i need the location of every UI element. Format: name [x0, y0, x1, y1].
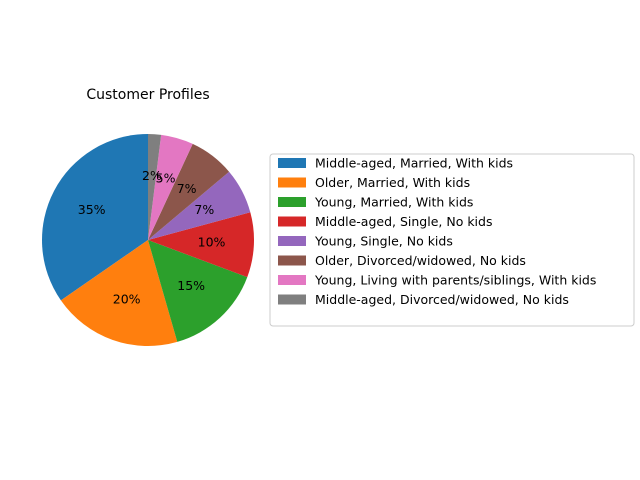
pie-slices [42, 134, 255, 346]
pie-slice-middle-aged-single-no-kids [148, 212, 255, 278]
legend-swatch-middle-aged-divorced-widowed-no-kids [278, 294, 306, 305]
pie-slice-middle-aged-married-with-kids [42, 134, 149, 301]
pie-slice-young-married-with-kids [148, 240, 248, 342]
pie-slice-older-married-with-kids [60, 240, 178, 346]
pie-percent-labels: 35%20%15%10%7%7%5%2% [78, 168, 226, 306]
legend-swatch-middle-aged-married-with-kids [278, 158, 306, 168]
pie-percent-label-older-married-with-kids: 20% [113, 291, 141, 306]
legend-swatch-young-married-with-kids [278, 197, 306, 207]
legend-label-young-living-with-parents-siblings-with-kids: Young, Living with parents/siblings, Wit… [314, 273, 596, 288]
pie-percent-label-young-married-with-kids: 15% [177, 278, 205, 293]
pie-percent-label-young-living-with-parents-siblings-with-kids: 5% [156, 170, 176, 185]
chart-title: Customer Profiles [86, 87, 209, 103]
legend: Middle-aged, Married, With kids Older, Ma… [269, 153, 635, 327]
legend-label-older-married-with-kids: Older, Married, With kids [315, 175, 470, 190]
pie-slice-middle-aged-divorced-widowed-no-kids [148, 134, 162, 240]
legend-label-young-married-with-kids: Young, Married, With kids [314, 195, 473, 210]
pie-slice-young-single-no-kids [148, 171, 251, 240]
pie-percent-label-middle-aged-married-with-kids: 35% [78, 202, 106, 217]
legend-label-middle-aged-single-no-kids: Middle-aged, Single, No kids [315, 214, 492, 229]
pie-slice-older-divorced-widowed-no-kids [148, 143, 230, 240]
pie-slice-young-living-with-parents-siblings-with-kids [148, 134, 193, 240]
pie-percent-label-young-single-no-kids: 7% [194, 202, 214, 217]
legend-label-middle-aged-divorced-widowed-no-kids: Middle-aged, Divorced/widowed, No kids [315, 292, 569, 307]
legend-swatch-middle-aged-single-no-kids [278, 216, 306, 227]
legend-label-young-single-no-kids: Young, Single, No kids [314, 234, 453, 249]
legend-label-middle-aged-married-with-kids: Middle-aged, Married, With kids [315, 156, 513, 171]
legend-swatch-young-single-no-kids [278, 236, 306, 246]
legend-swatch-older-married-with-kids [278, 177, 306, 188]
legend-swatch-young-living-with-parents-siblings-with-kids [278, 275, 306, 285]
legend-swatch-older-divorced-widowed-no-kids [278, 255, 306, 266]
pie-percent-label-older-divorced-widowed-no-kids: 7% [177, 181, 197, 196]
legend-frame [269, 153, 635, 327]
pie-percent-label-middle-aged-divorced-widowed-no-kids: 2% [142, 168, 162, 183]
pie-percent-label-middle-aged-single-no-kids: 10% [198, 234, 226, 249]
legend-label-older-divorced-widowed-no-kids: Older, Divorced/widowed, No kids [315, 253, 526, 268]
